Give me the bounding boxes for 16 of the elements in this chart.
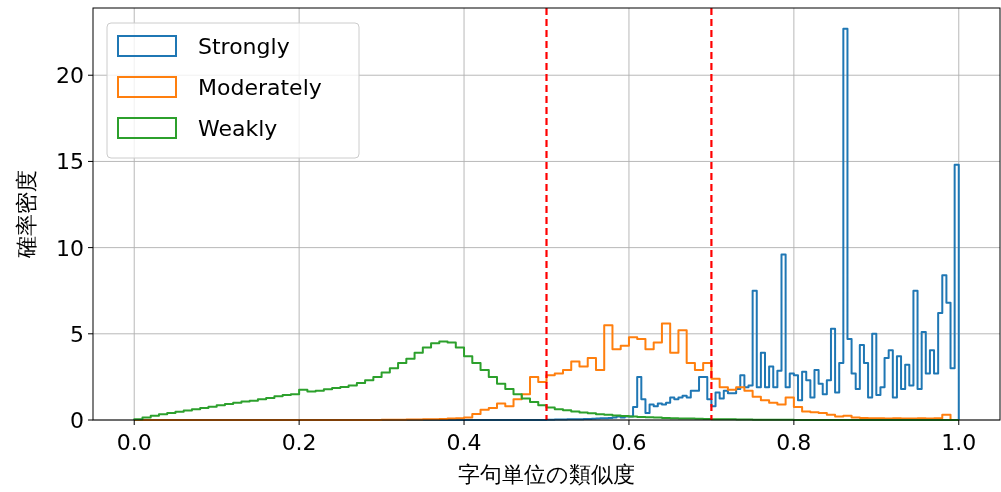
x-tick-label: 0.4 [446, 430, 482, 455]
x-tick-label: 1.0 [941, 430, 977, 455]
legend-label: Moderately [198, 75, 322, 100]
y-tick-label: 5 [70, 321, 84, 347]
y-tick-label: 15 [56, 149, 84, 175]
legend-label: Strongly [198, 34, 290, 59]
x-tick-label: 0.6 [611, 430, 647, 455]
x-tick-label: 0.8 [776, 430, 812, 455]
x-tick-label: 0.0 [116, 430, 152, 455]
x-tick-label: 0.2 [281, 430, 317, 455]
legend-label: Weakly [198, 116, 278, 141]
y-tick-label: 10 [56, 235, 84, 261]
x-axis-title: 字句単位の類似度 [458, 462, 635, 487]
y-axis-title: 確率密度 [14, 170, 39, 259]
y-tick-label: 0 [70, 408, 84, 433]
y-tick-label: 20 [56, 63, 84, 89]
